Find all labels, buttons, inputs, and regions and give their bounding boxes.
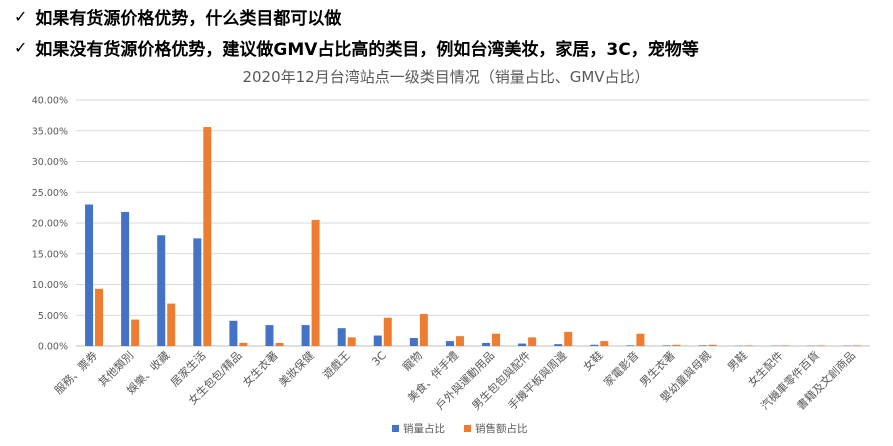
bar-sales-share [85, 204, 94, 346]
x-tick-label: 遊戲王 [320, 348, 353, 381]
bar-sales-share [445, 341, 454, 346]
bullet-text-1: 如果有货源价格优势，什么类目都可以做 [35, 9, 342, 29]
bar-gmv-share [275, 342, 284, 346]
x-tick-label: 美妝保健 [276, 348, 317, 389]
bar-sales-share [337, 328, 346, 346]
bar-gmv-share [419, 314, 428, 346]
legend-swatch [392, 425, 399, 432]
bar-sales-share [121, 211, 130, 346]
y-tick-label: 10.00% [32, 280, 68, 291]
bar-gmv-share [239, 342, 248, 346]
bar-sales-share [229, 320, 238, 346]
bar-sales-share [265, 325, 274, 346]
bar-sales-share [626, 345, 635, 346]
legend-label: 销量占比 [403, 422, 445, 435]
x-tick-label: 女鞋 [580, 348, 605, 373]
bar-gmv-share [528, 337, 537, 346]
x-tick-label: 寵物 [400, 348, 425, 373]
bar-sales-share [373, 335, 382, 346]
y-tick-label: 30.00% [32, 157, 68, 168]
bar-sales-share [590, 344, 599, 346]
legend: 销量占比 销售额占比 [392, 422, 528, 435]
bar-gmv-share [672, 344, 681, 346]
y-tick-label: 15.00% [32, 249, 68, 260]
y-tick-label: 5.00% [38, 311, 68, 322]
bar-chart: 2020年12月台湾站点一级类目情况（销量占比、GMV占比） 0.00% 5.00… [32, 68, 870, 435]
legend-label: 销售额占比 [475, 422, 528, 435]
bar-gmv-share [131, 319, 140, 346]
y-axis-ticks: 0.00% 5.00% 10.00% 15.00% 20.00% 25.00% 30.00%… [32, 96, 68, 353]
y-tick-label: 35.00% [32, 126, 68, 137]
chart-title: 2020年12月台湾站点一级类目情况（销量占比、GMV占比） [242, 68, 649, 86]
bar-sales-share [409, 338, 418, 346]
checkmark-icon: ✓ [14, 38, 28, 57]
bar-sales-share [301, 325, 310, 346]
bar-gmv-share [203, 127, 212, 346]
bar-sales-share [157, 235, 166, 346]
y-tick-label: 25.00% [32, 188, 68, 199]
bar-sales-share [482, 342, 491, 346]
bar-gmv-share [708, 344, 717, 346]
x-tick-label: 服務、票券 [51, 348, 100, 397]
bullet-item-2: ✓ 如果没有货源价格优势，建议做GMV占比高的类目，例如台湾美妆，家居，3C，宠… [14, 35, 699, 60]
bar-gmv-share [780, 345, 789, 346]
y-tick-label: 20.00% [32, 219, 68, 230]
bar-sales-share [698, 345, 707, 346]
bar-gmv-share [852, 345, 861, 346]
bar-gmv-share [744, 345, 753, 346]
x-tick-label: 女生衣著 [240, 348, 281, 389]
bar-gmv-share [167, 303, 176, 346]
bar-gmv-share [492, 333, 501, 346]
x-tick-label: 男鞋 [724, 348, 749, 373]
bar-sales-share [554, 344, 563, 346]
bar-gmv-share [347, 337, 356, 346]
bar-sales-share [662, 345, 671, 346]
bullet-text-2: 如果没有货源价格优势，建议做GMV占比高的类目，例如台湾美妆，家居，3C，宠物等 [35, 40, 699, 60]
bullet-item-1: ✓ 如果有货源价格优势，什么类目都可以做 [14, 4, 341, 29]
x-tick-label: 3C [369, 349, 389, 369]
bar-gmv-share [383, 317, 392, 346]
bar-gmv-share [455, 336, 464, 346]
bar-gmv-share [311, 219, 320, 346]
y-tick-label: 0.00% [38, 342, 68, 353]
bar-gmv-share [816, 345, 825, 346]
bar-gmv-share [636, 333, 645, 346]
bar-gmv-share [95, 288, 104, 346]
checkmark-icon: ✓ [14, 7, 28, 26]
bar-gmv-share [600, 341, 609, 346]
y-tick-label: 40.00% [32, 96, 68, 107]
bar-gmv-share [564, 331, 573, 346]
legend-swatch [464, 425, 471, 432]
bars [85, 127, 861, 346]
x-tick-label: 家電影音 [601, 348, 642, 389]
bar-sales-share [193, 238, 202, 346]
bar-sales-share [518, 343, 527, 346]
